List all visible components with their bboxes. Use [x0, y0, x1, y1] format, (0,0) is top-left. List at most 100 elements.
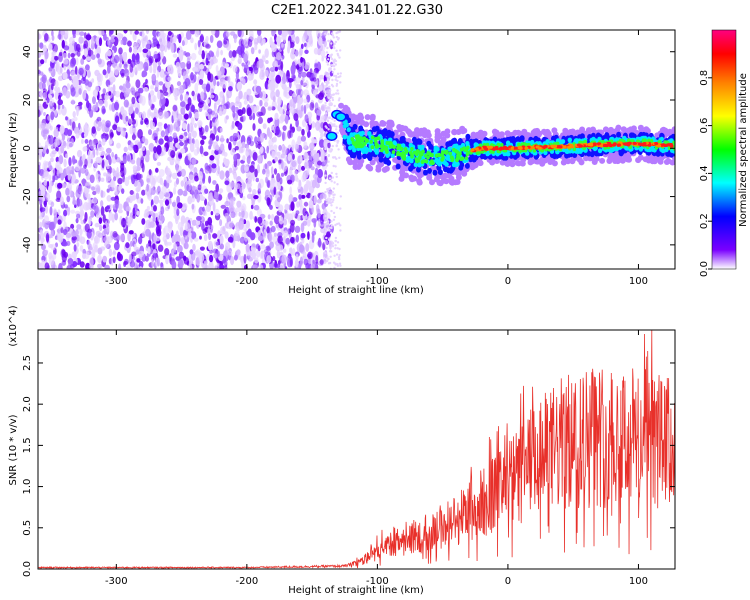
spectrogram-noise-cell: [216, 81, 220, 87]
spectrogram-noise-cell: [333, 181, 336, 184]
spectrogram-noise-cell: [184, 78, 191, 87]
spectrogram-noise-cell: [136, 157, 141, 167]
spectrogram-noise-cell: [72, 111, 76, 118]
spectrogram-noise-cell: [278, 244, 284, 252]
spectrogram-noise-cell: [208, 249, 214, 254]
spectrogram-noise-cell: [185, 94, 189, 100]
spectrogram-noise-cell: [274, 117, 280, 127]
spectrogram-noise-cell: [248, 95, 254, 104]
spectrogram-noise-cell: [263, 152, 267, 160]
spectrogram-noise-cell: [214, 118, 219, 127]
spectrogram-noise-cell: [302, 207, 307, 217]
spectrogram-noise-cell: [223, 152, 228, 157]
spectrogram-noise-cell: [180, 238, 185, 245]
spectrogram-noise-cell: [70, 53, 75, 58]
spectrogram-noise-cell: [71, 165, 75, 175]
spectrogram-noise-cell: [184, 222, 191, 232]
spectrogram-noise-cell: [165, 175, 171, 182]
spectrogram-noise-cell: [337, 54, 340, 57]
spectrogram-noise-cell: [209, 94, 215, 99]
spectrogram-noise-cell: [295, 83, 300, 90]
spectrogram-signal-cell: [381, 166, 388, 173]
spectrogram-noise-cell: [88, 264, 94, 269]
spectrogram-noise-cell: [238, 211, 242, 217]
spectrogram-noise-cell: [234, 146, 239, 151]
spectrogram-noise-cell: [65, 166, 70, 175]
spectrogram-noise-cell: [57, 209, 61, 216]
spectrogram-noise-cell: [49, 76, 53, 83]
spectrogram-noise-cell: [303, 201, 309, 207]
spectrogram-noise-cell: [254, 44, 258, 51]
spectrogram-noise-cell: [254, 230, 259, 239]
spectrogram-noise-cell: [221, 61, 227, 68]
spectrogram-noise-cell: [192, 243, 196, 251]
spectrogram-noise-cell: [207, 217, 213, 226]
spectrogram-noise-cell: [41, 259, 46, 269]
spectrogram-noise-cell: [149, 99, 153, 107]
spectrogram-noise-cell: [189, 122, 193, 133]
spectrogram-noise-cell: [82, 91, 86, 100]
spectrogram-noise-cell: [329, 226, 332, 229]
spectrogram-noise-cell: [171, 260, 177, 269]
spectrogram-noise-cell: [332, 196, 335, 199]
spectrogram-signal-cell: [448, 167, 454, 174]
spectrogram-noise-cell: [221, 105, 227, 115]
spectrogram-noise-cell: [262, 38, 266, 45]
spectrogram-noise-cell: [116, 32, 123, 39]
spectrogram-noise-cell: [207, 193, 213, 202]
spectrogram-noise-cell: [138, 236, 143, 245]
spectrogram-noise-cell: [156, 257, 160, 267]
spectrogram-noise-cell: [114, 185, 120, 195]
spectrogram-noise-cell: [200, 91, 205, 101]
spectrogram-signal-cell: [606, 158, 613, 164]
spectrogram-noise-cell: [300, 43, 304, 49]
spectrogram-noise-cell: [222, 95, 226, 105]
spectrogram-noise-cell: [301, 35, 306, 43]
spectrogram-noise-cell: [333, 58, 336, 61]
spectrogram-noise-cell: [317, 168, 323, 179]
spectrogram-noise-cell: [331, 124, 334, 128]
spectrogram-noise-cell: [321, 115, 326, 120]
spectrogram-noise-cell: [327, 154, 330, 158]
spectrogram-noise-cell: [179, 134, 184, 140]
spectrogram-noise-cell: [62, 58, 69, 65]
spectrogram-noise-cell: [197, 40, 201, 48]
spectrogram-noise-cell: [61, 104, 65, 109]
spectrogram-noise-cell: [328, 99, 331, 103]
spectrogram-noise-cell: [132, 165, 138, 171]
spectrogram-noise-cell: [308, 199, 314, 209]
spectrogram-noise-cell: [59, 66, 63, 74]
spectrogram-noise-cell: [183, 242, 189, 250]
spectrogram-noise-cell: [204, 125, 209, 133]
spectrogram-noise-cell: [97, 263, 103, 269]
spectrogram-signal-cell: [544, 128, 551, 135]
spectrogram-noise-cell: [113, 176, 117, 182]
spectrogram-noise-cell: [38, 142, 41, 147]
spectrogram-signal-cell: [408, 174, 415, 181]
spectrogram-noise-cell: [336, 89, 339, 92]
spectrogram-noise-cell: [327, 257, 330, 261]
spectrogram-signal-cell: [599, 157, 606, 164]
spectrogram-noise-cell: [106, 195, 112, 202]
spectrogram-noise-cell: [252, 123, 256, 131]
spectrogram-noise-cell: [108, 139, 113, 145]
spectrogram-noise-cell: [270, 125, 275, 131]
spectrogram-signal-cell: [662, 127, 669, 134]
spectrogram-noise-cell: [292, 153, 295, 160]
spectrogram-noise-cell: [139, 149, 144, 158]
spectrogram-noise-cell: [190, 52, 197, 61]
spectrogram-noise-cell: [114, 212, 118, 221]
spectrogram-noise-cell: [123, 260, 129, 265]
spectrogram-noise-cell: [325, 236, 328, 240]
spectrogram-noise-cell: [326, 74, 330, 78]
spectrogram-noise-cell: [249, 210, 253, 220]
spectrogram-noise-cell: [270, 225, 276, 233]
spectrogram-noise-cell: [259, 146, 264, 154]
spectrogram-noise-cell: [335, 157, 338, 160]
spectrogram-noise-cell: [266, 197, 271, 206]
spectrogram-noise-cell: [49, 165, 53, 171]
spectrogram-noise-cell: [87, 197, 92, 205]
spectrogram-noise-cell: [120, 162, 125, 172]
spectrogram-signal-cell: [593, 155, 600, 162]
spectrogram-noise-cell: [299, 244, 305, 253]
